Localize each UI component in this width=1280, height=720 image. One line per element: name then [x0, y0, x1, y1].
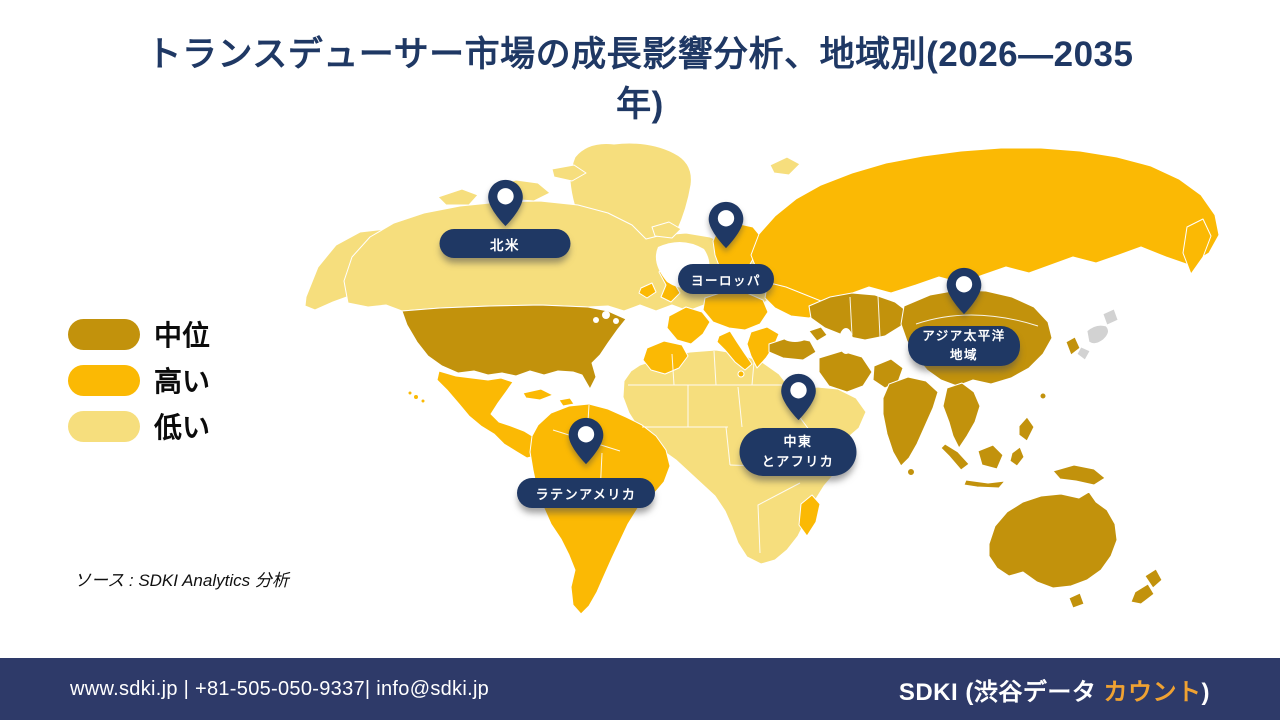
north-america-label: 北米: [439, 229, 571, 258]
europe-pin-icon: [708, 201, 744, 249]
footer: www.sdki.jp | +81-505-050-9337| info@sdk…: [0, 658, 1280, 720]
asia-pacific-label-line2: 地域: [949, 348, 978, 362]
footer-brand: SDKI (渋谷データ カウント): [899, 672, 1210, 707]
footer-brand-suffix: ): [1201, 678, 1210, 706]
marker-middle-east-africa: 中東 とアフリカ: [739, 372, 857, 476]
legend-swatch-medium: [68, 318, 140, 350]
legend-label-low: 低い: [154, 412, 211, 443]
legend-item-low: 低い: [68, 410, 210, 443]
page-title-line1: トランスデューサー市場の成長影響分析、地域別(2026—2035: [146, 35, 1134, 74]
asia-pacific-label: アジア太平洋 地域: [908, 326, 1020, 366]
latin-america-pin-icon: [568, 417, 604, 465]
source-note: ソース : SDKI Analytics 分析: [74, 571, 289, 590]
middle-east-africa-pin-icon: [780, 373, 816, 421]
legend-swatch-low: [68, 410, 140, 442]
legend-label-medium: 中位: [154, 320, 211, 351]
page-title: トランスデューサー市場の成長影響分析、地域別(2026—2035 年): [40, 30, 1240, 129]
asia-pacific-label-line1: アジア太平洋: [922, 329, 1006, 344]
europe-label: ヨーロッパ: [678, 264, 774, 294]
europe-label-text: ヨーロッパ: [690, 273, 761, 288]
map-region-medium: [401, 289, 1163, 609]
middle-east-africa-label-line2: とアフリカ: [761, 454, 835, 469]
legend-item-medium: 中位: [68, 318, 210, 351]
marker-latin-america: ラテンアメリカ: [517, 416, 655, 508]
marker-north-america: 北米: [439, 178, 571, 258]
marker-asia-pacific: アジア太平洋 地域: [908, 266, 1020, 366]
asia-pacific-pin-icon: [946, 267, 982, 315]
legend: 中位 高い 低い: [68, 318, 210, 456]
legend-swatch-high: [68, 364, 140, 396]
footer-brand-prefix: SDKI (渋谷データ: [898, 678, 1104, 706]
map-region-japan: [1076, 308, 1119, 361]
legend-item-high: 高い: [68, 364, 210, 397]
latin-america-label: ラテンアメリカ: [517, 478, 655, 508]
footer-contact: www.sdki.jp | +81-505-050-9337| info@sdk…: [70, 677, 490, 700]
middle-east-africa-label: 中東 とアフリカ: [739, 428, 857, 476]
middle-east-africa-label-line1: 中東: [783, 433, 813, 449]
north-america-pin-icon: [487, 179, 523, 227]
marker-europe: ヨーロッパ: [678, 200, 774, 294]
north-america-label-text: 北米: [490, 237, 520, 253]
legend-label-high: 高い: [154, 366, 211, 397]
latin-america-label-text: ラテンアメリカ: [535, 486, 637, 502]
page-title-line2: 年): [616, 84, 664, 124]
footer-brand-highlight: カウント: [1103, 678, 1202, 706]
